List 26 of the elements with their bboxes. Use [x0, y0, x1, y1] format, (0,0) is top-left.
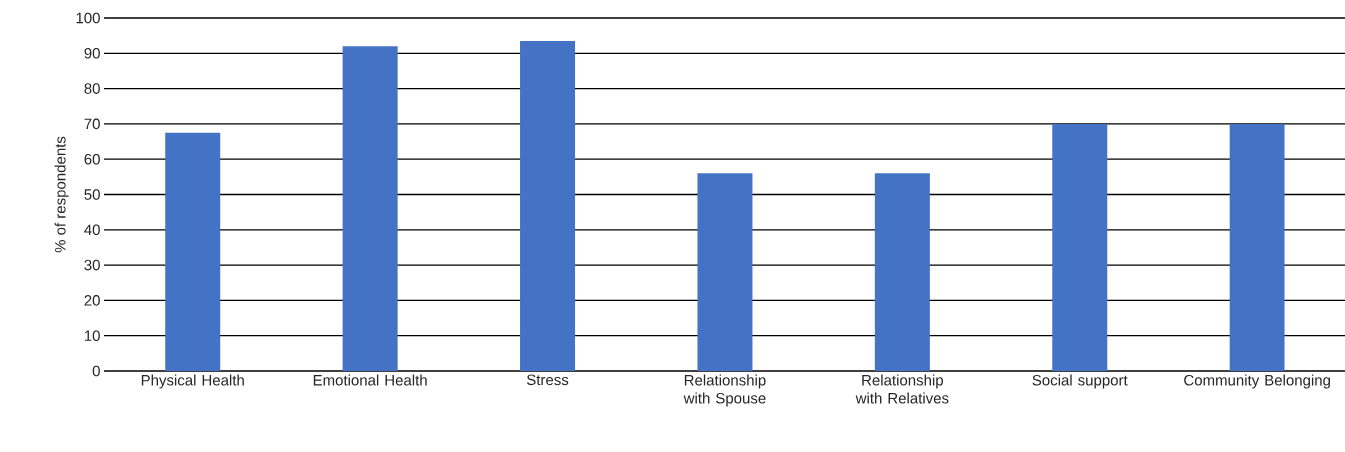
- bar: [520, 40, 576, 371]
- bar: [1052, 123, 1108, 371]
- bar: [697, 173, 753, 371]
- x-tick-label: Emotional Health: [313, 374, 427, 386]
- y-tick-label: 40: [84, 224, 100, 236]
- y-tick-label: 90: [84, 47, 100, 59]
- x-tick-label: Relationship with Spouse: [683, 374, 766, 407]
- x-tick-label: Relationship with Relatives: [855, 374, 949, 404]
- bar: [165, 132, 221, 371]
- y-axis-title: % of respondents: [54, 136, 69, 253]
- y-tick-label: 80: [84, 83, 100, 94]
- y-tick-label: 100: [76, 12, 100, 24]
- x-tick-label: Stress: [526, 374, 569, 386]
- y-tick-label: 50: [84, 189, 100, 200]
- y-tick-label: 70: [84, 118, 100, 130]
- bar: [342, 46, 398, 371]
- y-tick-label: 20: [84, 295, 100, 306]
- x-tick-label: Community Belonging: [1184, 374, 1330, 389]
- bar: [874, 173, 930, 371]
- bar: [1229, 123, 1285, 371]
- x-tick-label: Social support: [1032, 374, 1128, 389]
- y-tick-label: 30: [84, 259, 100, 271]
- y-tick-label: 60: [84, 153, 100, 165]
- y-tick-label: 0: [92, 365, 100, 377]
- x-tick-label: Physical Health: [141, 374, 244, 389]
- y-tick-label: 10: [84, 330, 100, 341]
